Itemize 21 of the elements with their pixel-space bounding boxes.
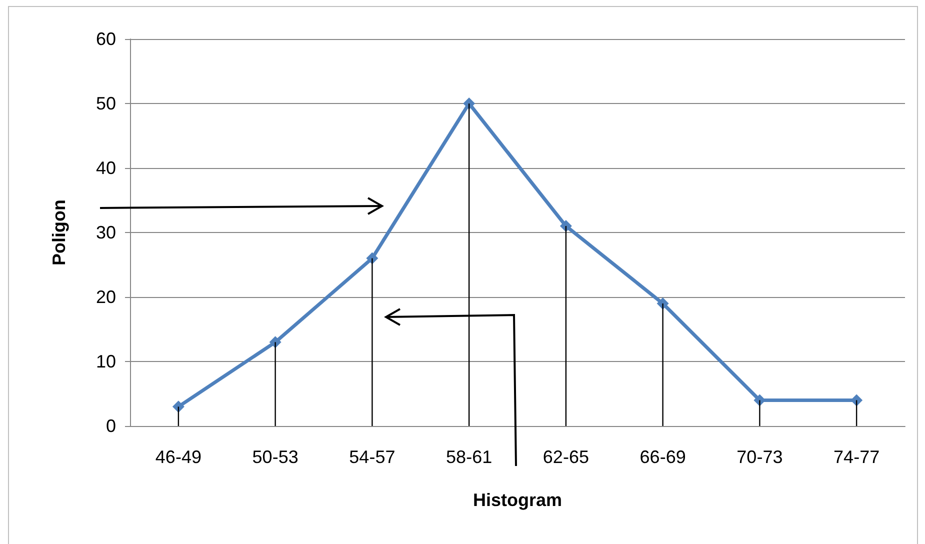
x-axis-title: Histogram — [472, 490, 562, 510]
point — [463, 98, 476, 110]
x-tick-label: 66-69 — [640, 447, 686, 467]
x-tick-label: 74-77 — [834, 447, 880, 467]
y-axis-title: Poligon — [49, 200, 69, 266]
x-tick-label: 50-53 — [252, 447, 298, 467]
x-tick-label: 62-65 — [542, 447, 589, 467]
y-tick-label: 20 — [96, 287, 116, 307]
point — [172, 400, 184, 413]
x-tick-label: 54-57 — [349, 447, 396, 467]
x-tick-label: 46-49 — [155, 447, 202, 467]
y-tick-label: 10 — [96, 352, 116, 372]
point — [850, 394, 863, 406]
y-tick-label: 50 — [96, 94, 116, 114]
x-tick-label: 70-73 — [736, 447, 783, 467]
x-tick-label: 58-61 — [446, 447, 492, 467]
y-tick-label: 40 — [96, 158, 116, 178]
y-tick-label: 0 — [106, 416, 116, 436]
y-tick-label: 60 — [96, 29, 116, 49]
point — [560, 220, 572, 232]
y-tick-label: 30 — [96, 222, 116, 242]
